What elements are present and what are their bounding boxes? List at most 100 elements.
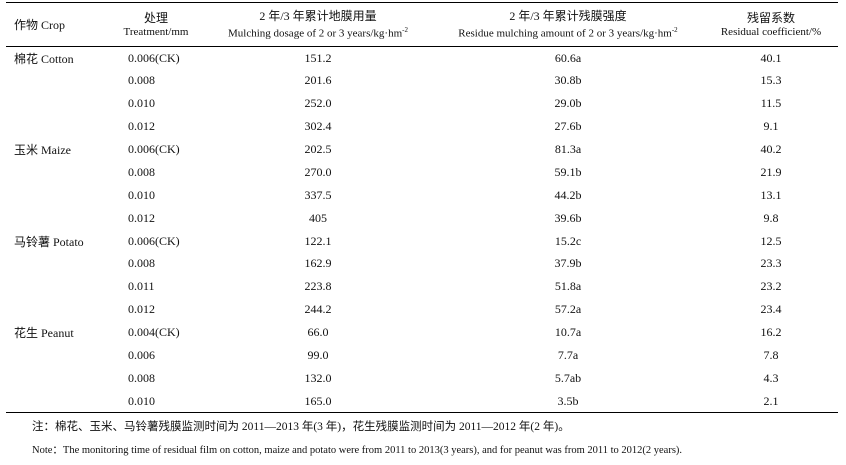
cell-crop	[6, 253, 108, 276]
cell-dosage: 202.5	[304, 142, 332, 156]
header-treatment: 处理 Treatment/mm	[108, 2, 204, 47]
cell-crop: 棉花 Cotton	[14, 51, 74, 66]
cell-treatment: 0.004(CK)	[128, 325, 180, 340]
table-row: 0.008 132.0 5.7ab 4.3	[6, 367, 838, 390]
header-dosage-en-line: Mulching dosage of 2 or 3 years/kg·hm-2	[204, 23, 432, 41]
table-body: 棉花 Cotton 0.006(CK) 151.2 60.6a 40.1 0.008 201…	[6, 47, 838, 414]
cell-crop	[6, 275, 108, 298]
table-row: 0.008 201.6 30.8b 15.3	[6, 69, 838, 92]
table-row: 0.011 223.8 51.8a 23.2	[6, 275, 838, 298]
cell-crop	[6, 115, 108, 138]
header-treatment-en: Treatment/mm	[123, 25, 189, 38]
cell-coefficient: 13.1	[760, 187, 782, 202]
table-row: 马铃薯 Potato 0.006(CK) 122.1 15.2c 12.5	[6, 230, 838, 253]
note-english: Note：The monitoring time of residual fil…	[32, 445, 683, 456]
table-row: 玉米 Maize 0.006(CK) 202.5 81.3a 40.2	[6, 138, 838, 161]
cell-coefficient: 23.4	[760, 302, 782, 317]
cell-dosage: 252.0	[304, 96, 332, 111]
header-residue-cn: 2 年/3 年累计残膜强度	[509, 8, 627, 23]
cell-coefficient: 12.5	[760, 233, 782, 248]
cell-residue: 59.1b	[554, 164, 582, 179]
header-residue: 2 年/3 年累计残膜强度 Residue mulching amount of…	[432, 2, 704, 47]
cell-crop	[6, 207, 108, 230]
cell-treatment: 0.011	[128, 279, 155, 294]
cell-treatment: 0.006(CK)	[128, 142, 180, 156]
cell-crop	[6, 298, 108, 321]
table-row: 0.008 162.9 37.9b 23.3	[6, 253, 838, 276]
cell-dosage: 201.6	[304, 73, 332, 88]
cell-treatment: 0.010	[128, 96, 155, 111]
table-header: 作物 Crop 处理 Treatment/mm 2 年/3 年累计地膜用量 Mu…	[6, 2, 838, 47]
cell-coefficient: 2.1	[704, 389, 838, 414]
cell-treatment: 0.008	[128, 256, 155, 271]
cell-coefficient: 40.2	[760, 142, 782, 156]
cell-dosage: 132.0	[304, 370, 332, 385]
cell-coefficient: 7.8	[763, 348, 779, 363]
cell-treatment: 0.010	[128, 187, 155, 202]
cell-residue: 39.6b	[554, 210, 582, 225]
table-row: 0.006 99.0 7.7a 7.8	[6, 344, 838, 367]
cell-residue: 29.0b	[554, 96, 582, 111]
header-dosage-sup: -2	[402, 25, 408, 34]
cell-residue: 3.5b	[432, 389, 704, 414]
cell-dosage: 165.0	[204, 389, 432, 414]
cell-residue: 37.9b	[554, 256, 582, 271]
cell-crop	[6, 367, 108, 390]
cell-treatment: 0.008	[128, 370, 155, 385]
cell-residue: 57.2a	[554, 302, 582, 317]
cell-coefficient: 9.1	[763, 119, 779, 134]
cell-residue: 15.2c	[554, 233, 582, 248]
cell-residue: 60.6a	[554, 50, 582, 65]
cell-coefficient: 23.3	[760, 256, 782, 271]
header-treatment-cn: 处理	[143, 10, 168, 25]
cell-residue: 51.8a	[554, 279, 582, 294]
cell-dosage: 223.8	[304, 279, 332, 294]
cell-coefficient: 4.3	[763, 370, 779, 385]
cell-dosage: 244.2	[304, 302, 332, 317]
cell-treatment: 0.010	[108, 389, 204, 414]
cell-dosage: 151.2	[304, 50, 332, 65]
cell-dosage: 122.1	[304, 233, 332, 248]
table-row: 0.008 270.0 59.1b 21.9	[6, 161, 838, 184]
table-row: 0.012 302.4 27.6b 9.1	[6, 115, 838, 138]
header-dosage: 2 年/3 年累计地膜用量 Mulching dosage of 2 or 3 …	[204, 2, 432, 47]
cell-coefficient: 11.5	[760, 96, 782, 111]
cell-dosage: 270.0	[304, 164, 332, 179]
cell-treatment: 0.012	[128, 119, 155, 134]
cell-treatment: 0.012	[128, 302, 155, 317]
header-coefficient-en: Residual coefficient/%	[720, 25, 822, 38]
cell-residue: 10.7a	[554, 325, 582, 340]
table-row: 0.012 405 39.6b 9.8	[6, 207, 838, 230]
cell-crop	[6, 344, 108, 367]
header-coefficient-cn: 残留系数	[746, 10, 795, 25]
table-row: 0.010 337.5 44.2b 13.1	[6, 184, 838, 207]
cell-treatment: 0.012	[128, 210, 155, 225]
cell-treatment: 0.008	[128, 164, 155, 179]
cell-crop: 玉米 Maize	[14, 143, 71, 157]
cell-residue: 7.7a	[557, 348, 579, 363]
cell-treatment: 0.006	[128, 348, 155, 363]
cell-coefficient: 40.1	[760, 50, 782, 65]
residual-film-table: 作物 Crop 处理 Treatment/mm 2 年/3 年累计地膜用量 Mu…	[6, 2, 838, 414]
cell-treatment: 0.006(CK)	[128, 50, 180, 65]
cell-dosage: 337.5	[304, 187, 332, 202]
table-row: 0.012 244.2 57.2a 23.4	[6, 298, 838, 321]
cell-treatment: 0.006(CK)	[128, 233, 180, 248]
header-crop: 作物 Crop	[6, 2, 108, 47]
cell-crop: 马铃薯 Potato	[14, 234, 84, 249]
cell-residue: 30.8b	[554, 73, 582, 88]
header-residue-en: Residue mulching amount of 2 or 3 years/…	[458, 27, 672, 40]
header-coefficient: 残留系数 Residual coefficient/%	[704, 2, 838, 47]
table-row: 棉花 Cotton 0.006(CK) 151.2 60.6a 40.1	[6, 47, 838, 70]
cell-residue: 5.7ab	[554, 370, 582, 385]
header-dosage-cn: 2 年/3 年累计地膜用量	[259, 8, 377, 23]
cell-dosage: 162.9	[304, 256, 332, 271]
header-residue-sup: -2	[671, 25, 678, 34]
cell-residue: 44.2b	[554, 187, 582, 202]
cell-dosage: 99.0	[307, 348, 329, 363]
cell-coefficient: 21.9	[760, 164, 782, 179]
cell-treatment: 0.008	[128, 73, 155, 88]
table-row: 花生 Peanut 0.004(CK) 66.0 10.7a 16.2	[6, 321, 838, 344]
cell-dosage: 405	[309, 210, 327, 225]
header-residue-en-line: Residue mulching amount of 2 or 3 years/…	[432, 23, 704, 41]
